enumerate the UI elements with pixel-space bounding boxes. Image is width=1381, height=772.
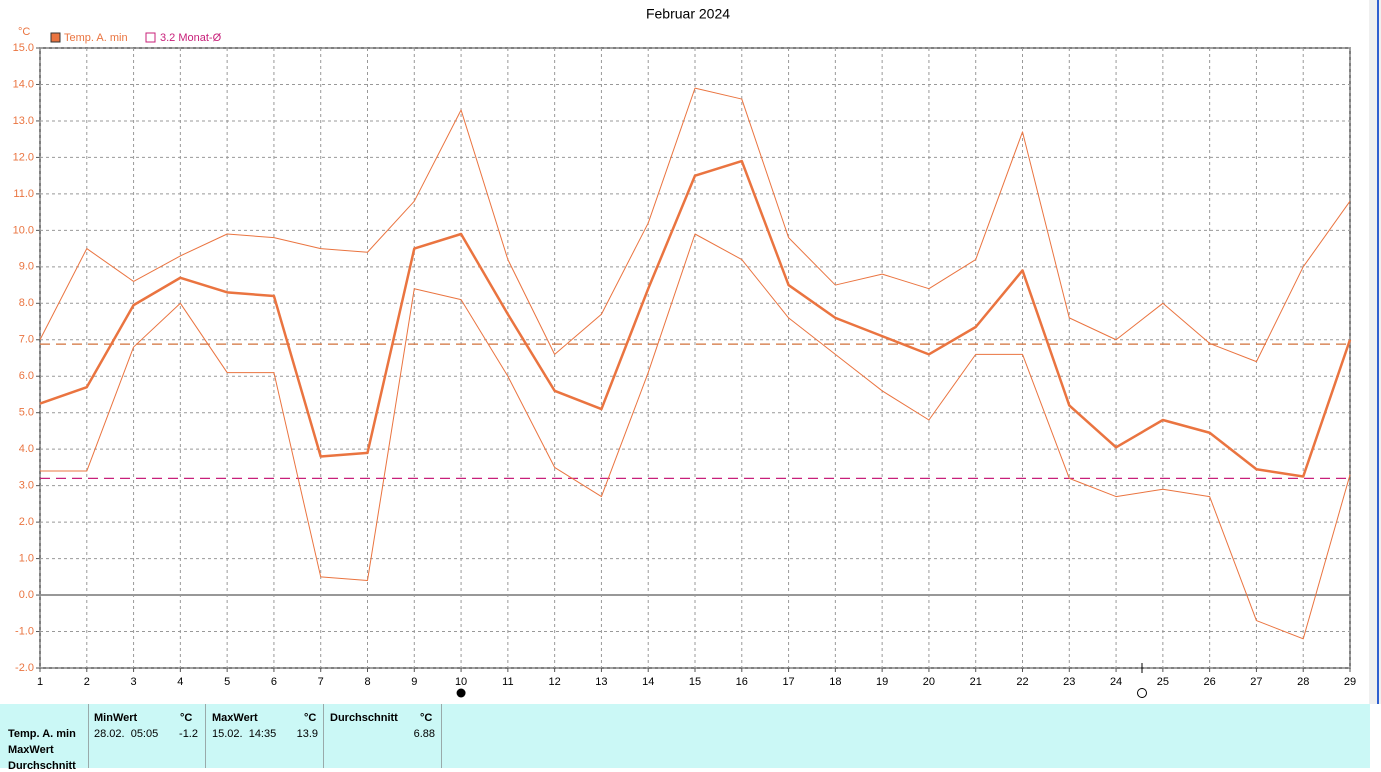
cell: -1.2: [179, 728, 198, 740]
x-tick-label: 2: [84, 676, 90, 688]
y-unit: °C: [18, 26, 30, 38]
y-tick-label: 8.0: [19, 297, 34, 309]
cell: 13.9: [296, 728, 318, 740]
cell: 15.02. 14:35: [212, 728, 277, 740]
legend-label: Temp. A. min: [64, 32, 128, 44]
series-line: [39, 159, 1352, 478]
y-tick-label: 15.0: [13, 42, 34, 54]
legend-swatch: [50, 32, 61, 43]
x-tick-label: 18: [829, 676, 841, 688]
col-line: [323, 704, 324, 768]
x-tick-label: 28: [1297, 676, 1309, 688]
stats-table: MinWert °C MaxWert °C Durchschnitt °C Te…: [0, 704, 1370, 772]
scrollbar[interactable]: [1369, 0, 1381, 704]
y-tick-label: 9.0: [19, 261, 34, 273]
legend-swatch: [145, 32, 156, 43]
x-tick-label: 26: [1204, 676, 1216, 688]
header: Durchschnitt: [330, 712, 398, 724]
y-tick-label: 4.0: [19, 443, 34, 455]
x-tick-label: 15: [689, 676, 701, 688]
y-tick-label: -1.0: [15, 625, 34, 637]
col-line: [441, 704, 442, 768]
row-label: MaxWert: [8, 744, 54, 756]
x-tick-label: 4: [177, 676, 183, 688]
y-tick-label: 5.0: [19, 407, 34, 419]
x-tick-label: 11: [502, 676, 513, 688]
x-tick-label: 12: [549, 676, 561, 688]
cell: 28.02. 05:05: [94, 728, 159, 740]
legend-label: 3.2 Monat-Ø: [160, 32, 222, 44]
header: MinWert: [94, 712, 138, 724]
x-tick-label: 21: [970, 676, 982, 688]
y-tick-label: 14.0: [13, 78, 34, 90]
y-tick-label: 1.0: [19, 552, 34, 564]
y-tick-label: 0.0: [19, 589, 34, 601]
x-tick-label: 14: [642, 676, 654, 688]
y-tick-label: 3.0: [19, 480, 34, 492]
y-tick-label: 7.0: [19, 334, 34, 346]
x-tick-label: 13: [595, 676, 607, 688]
col-line: [88, 704, 89, 768]
col-line: [205, 704, 206, 768]
x-tick-label: 22: [1016, 676, 1028, 688]
x-tick-label: 5: [224, 676, 230, 688]
moon-full: [456, 688, 466, 698]
y-tick-label: 6.0: [19, 370, 34, 382]
x-tick-label: 8: [364, 676, 370, 688]
row-label: Durchschnitt: [8, 760, 76, 772]
chart: Februar 2024 °C -2.0 -1.0 0.0 1.0 2.0 3.0 4.0 5…: [13, 0, 1381, 704]
x-tick-label: 20: [923, 676, 935, 688]
moon-new: [1137, 688, 1147, 698]
series-line: [39, 87, 1351, 363]
row-label: Temp. A. min: [8, 728, 76, 740]
cell: 6.88: [413, 728, 435, 740]
header: °C: [304, 712, 317, 724]
header: °C: [180, 712, 193, 724]
x-tick-label: 6: [271, 676, 277, 688]
header: MaxWert: [212, 712, 258, 724]
y-tick-label: 12.0: [13, 151, 34, 163]
x-tick-label: 1: [37, 676, 43, 688]
x-tick-label: 16: [736, 676, 748, 688]
y-tick-label: 11.0: [13, 188, 34, 200]
x-tick-label: 7: [318, 676, 324, 688]
x-tick-label: 19: [876, 676, 888, 688]
x-tick-label: 23: [1063, 676, 1075, 688]
header: °C: [420, 712, 433, 724]
x-tick-label: 10: [455, 676, 467, 688]
x-tick-label: 27: [1250, 676, 1262, 688]
series-line: [40, 233, 1351, 640]
y-tick-label: 13.0: [13, 115, 34, 127]
chart-title: Februar 2024: [646, 6, 730, 22]
x-tick-label: 29: [1344, 676, 1356, 688]
x-tick-label: 9: [411, 676, 417, 688]
x-tick-label: 17: [782, 676, 794, 688]
y-tick-label: 2.0: [19, 516, 34, 528]
x-tick-label: 24: [1110, 676, 1122, 688]
y-tick-label: 10.0: [13, 224, 34, 236]
x-tick-label: 25: [1157, 676, 1169, 688]
x-tick-label: 3: [131, 676, 137, 688]
y-tick-label: -2.0: [15, 662, 34, 674]
